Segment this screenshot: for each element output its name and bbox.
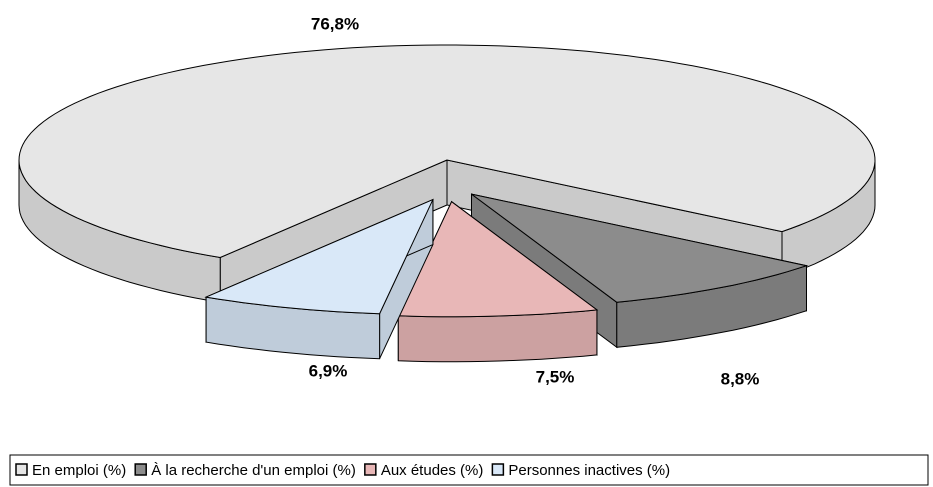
- slice: [471, 193, 809, 303]
- legend-label: Aux études (%): [381, 462, 484, 479]
- data-label: 8,8%: [721, 369, 760, 388]
- data-label: 76,8%: [311, 14, 359, 33]
- legend-label: En emploi (%): [32, 462, 126, 479]
- legend-marker: [364, 463, 377, 476]
- slice: [18, 44, 876, 259]
- legend-marker: [134, 463, 147, 476]
- legend-marker: [15, 463, 28, 476]
- data-label: 7,5%: [536, 367, 575, 386]
- data-label: 6,9%: [309, 361, 348, 380]
- legend-marker: [491, 463, 505, 476]
- slice-side: [397, 309, 598, 363]
- slice: [204, 198, 434, 315]
- slice: [397, 200, 599, 318]
- legend-label: À la recherche d'un emploi (%): [151, 462, 356, 479]
- legend-box: [9, 454, 929, 486]
- legend-label: Personnes inactives (%): [508, 462, 670, 479]
